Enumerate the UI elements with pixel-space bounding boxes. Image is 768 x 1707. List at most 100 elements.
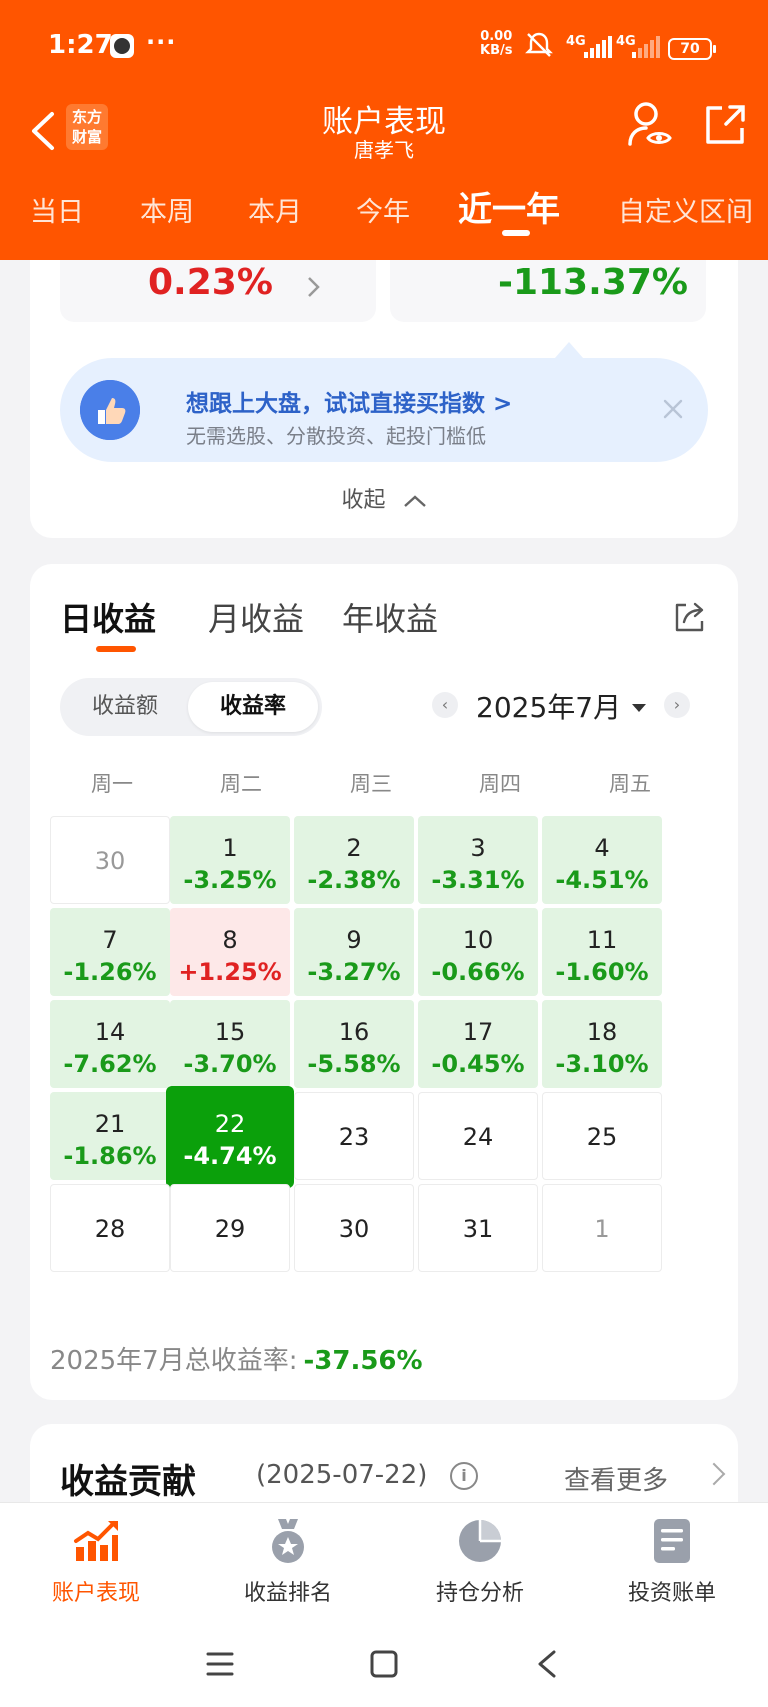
calendar-day-number: 31 [462, 1215, 494, 1243]
tab-monthly-returns[interactable]: 月收益 [208, 600, 305, 638]
logo-line-1: 东方 [71, 108, 102, 126]
home-icon[interactable] [364, 1644, 404, 1684]
calendar-day[interactable]: 1 [542, 1184, 662, 1272]
prev-month-button[interactable]: ‹ [432, 692, 458, 718]
toggle-rate[interactable]: 收益率 [188, 682, 318, 732]
weekday-mon: 周一 [91, 772, 133, 796]
toggle-amount[interactable]: 收益额 [91, 694, 158, 719]
calendar-day-number: 18 [586, 1018, 618, 1046]
clock-app-icon [110, 34, 134, 58]
tab-this-year[interactable]: 今年 [356, 197, 410, 228]
page-title: 账户表现 [322, 104, 446, 140]
month-selector[interactable]: 2025年7月 [476, 691, 622, 724]
calendar-day-rate: -7.62% [63, 1050, 157, 1078]
summary-left-box[interactable]: 0.23% [60, 260, 376, 322]
calendar-day[interactable]: 21 -1.86% [50, 1092, 170, 1180]
month-total-label: 2025年7月总收益率: [50, 1346, 298, 1376]
calendar-day-rate: -3.10% [555, 1050, 649, 1078]
calendar-day-rate: +1.25% [178, 958, 282, 986]
nav-label: 收益排名 [243, 1581, 332, 1606]
calendar-day[interactable]: 3 -3.31% [418, 816, 538, 904]
tab-daily-returns[interactable]: 日收益 [60, 600, 157, 638]
tab-today[interactable]: 当日 [30, 197, 84, 228]
calendar-day-number: 24 [462, 1123, 494, 1151]
user-eye-icon[interactable] [626, 100, 674, 150]
month-total-value: -37.56% [303, 1346, 423, 1376]
tab-custom-range[interactable]: 自定义区间 [618, 197, 753, 228]
calendar-day-number: 30 [94, 847, 126, 875]
calendar-day[interactable]: 17 -0.45% [418, 1000, 538, 1088]
calendar-day[interactable]: 25 [542, 1092, 662, 1180]
calendar-day[interactable]: 24 [418, 1092, 538, 1180]
calendar-day[interactable]: 15 -3.70% [170, 1000, 290, 1088]
calendar-day-number: 9 [346, 926, 362, 954]
nav-return-ranking[interactable]: 收益排名 [192, 1503, 384, 1623]
network-type-2: 4G [616, 34, 636, 49]
calendar-day-rate: -4.74% [183, 1142, 277, 1170]
next-month-button[interactable]: › [664, 692, 690, 718]
calendar-day[interactable]: 8 +1.25% [170, 908, 290, 996]
signal-bars-1-icon [584, 36, 614, 58]
bill-icon [654, 1519, 690, 1563]
calendar-day[interactable]: 10 -0.66% [418, 908, 538, 996]
nav-label: 投资账单 [627, 1581, 716, 1606]
calendar-day[interactable]: 9 -3.27% [294, 908, 414, 996]
summary-left-value: 0.23% [148, 262, 273, 303]
calendar-day-rate: -4.51% [555, 866, 649, 894]
calendar-day[interactable]: 4 -4.51% [542, 816, 662, 904]
summary-card: 0.23% -113.37% 想跟上大盘，试试直接买指数 > 无需选股、分散投资… [30, 260, 738, 538]
calendar-day[interactable]: 1 -3.25% [170, 816, 290, 904]
contribution-date: (2025-07-22) [256, 1460, 428, 1490]
calendar-day[interactable]: 18 -3.10% [542, 1000, 662, 1088]
calendar-day[interactable]: 22 -4.74% [166, 1086, 294, 1188]
calendar-day[interactable]: 31 [418, 1184, 538, 1272]
back-button[interactable] [22, 102, 66, 160]
mute-bell-icon [525, 32, 553, 57]
promo-banner[interactable]: 想跟上大盘，试试直接买指数 > 无需选股、分散投资、起投门槛低 [60, 358, 708, 462]
menu-icon[interactable] [200, 1644, 240, 1684]
calendar-day-number: 30 [338, 1215, 370, 1243]
signal-bars-2-icon [632, 36, 662, 58]
tab-yearly-returns[interactable]: 年收益 [342, 600, 439, 638]
metric-toggle: 收益额 收益率 [60, 678, 322, 736]
chevron-right-icon [308, 277, 320, 297]
battery-level: 70 [680, 41, 700, 57]
tab-this-week[interactable]: 本周 [140, 197, 194, 228]
nav-holdings-analysis[interactable]: 持仓分析 [384, 1503, 576, 1623]
view-more-link[interactable]: 查看更多 [564, 1466, 669, 1496]
bottom-nav: 账户表现 收益排名 持仓分析 投资账单 [0, 1502, 768, 1623]
calendar-day[interactable]: 23 [294, 1092, 414, 1180]
nav-account-performance[interactable]: 账户表现 [0, 1503, 192, 1623]
calendar-day-rate: -1.26% [63, 958, 157, 986]
nav-investment-bill[interactable]: 投资账单 [576, 1503, 768, 1623]
calendar-day[interactable]: 28 [50, 1184, 170, 1272]
tab-this-month[interactable]: 本月 [248, 197, 302, 228]
calendar-day[interactable]: 30 [294, 1184, 414, 1272]
calendar-day[interactable]: 7 -1.26% [50, 908, 170, 996]
back-nav-icon[interactable] [528, 1644, 568, 1684]
calendar-day-rate: -0.45% [431, 1050, 525, 1078]
calendar-day[interactable]: 30 [50, 816, 170, 904]
calendar-day-rate: -1.60% [555, 958, 649, 986]
tab-last-year[interactable]: 近一年 [458, 190, 560, 230]
chart-trend-icon [74, 1521, 118, 1561]
calendar-day[interactable]: 14 -7.62% [50, 1000, 170, 1088]
calendar-day-rate: -5.58% [307, 1050, 401, 1078]
calendar-day[interactable]: 2 -2.38% [294, 816, 414, 904]
calendar-day-rate: -1.86% [63, 1142, 157, 1170]
collapse-button[interactable]: 收起 [30, 482, 738, 514]
eastmoney-logo: 东方 财富 [66, 104, 108, 150]
promo-subtitle: 无需选股、分散投资、起投门槛低 [186, 424, 486, 448]
calendar-day-number: 23 [338, 1123, 370, 1151]
calendar-day-number: 17 [462, 1018, 494, 1046]
calendar-day[interactable]: 29 [170, 1184, 290, 1272]
info-icon[interactable]: i [450, 1462, 478, 1490]
share-external-icon[interactable] [700, 100, 748, 150]
calendar-day[interactable]: 11 -1.60% [542, 908, 662, 996]
close-icon[interactable] [662, 398, 684, 420]
calendar-day-number: 8 [222, 926, 238, 954]
share-icon[interactable] [672, 600, 706, 634]
calendar-day-number: 14 [94, 1018, 126, 1046]
calendar-day-number: 15 [214, 1018, 246, 1046]
calendar-day[interactable]: 16 -5.58% [294, 1000, 414, 1088]
